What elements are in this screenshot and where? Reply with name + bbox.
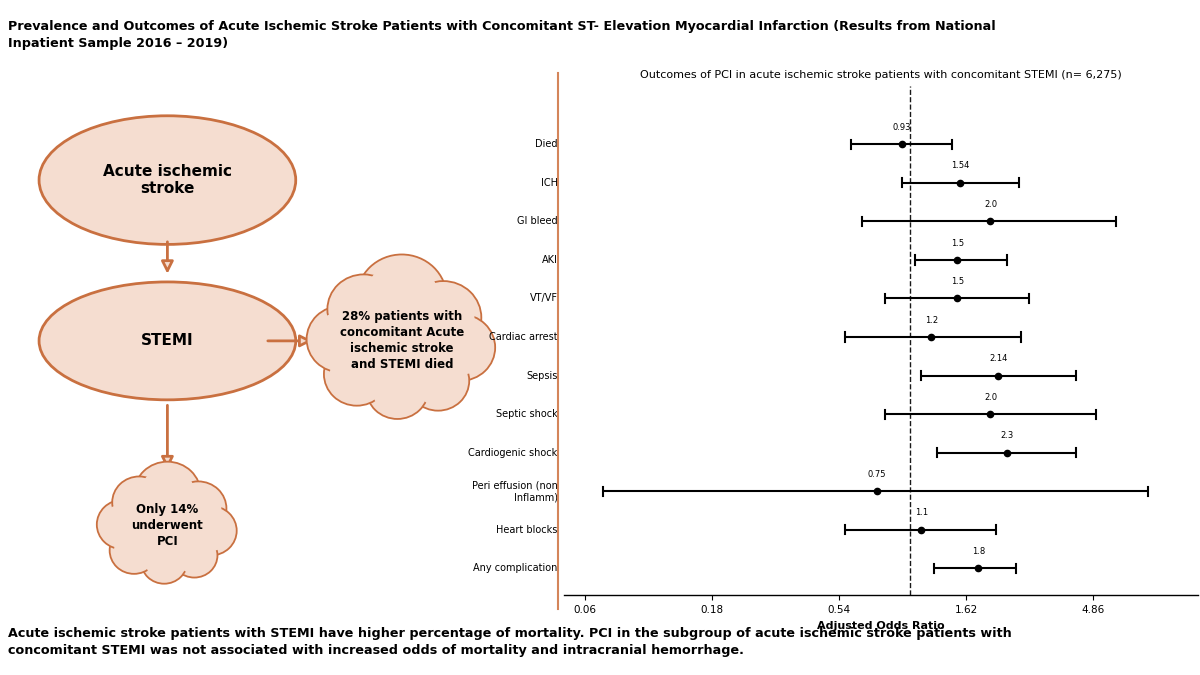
Circle shape [175,486,221,531]
Circle shape [113,477,166,529]
Circle shape [118,481,161,524]
Circle shape [356,254,446,341]
X-axis label: Adjusted Odds Ratio: Adjusted Odds Ratio [817,620,944,630]
Text: 28% patients with
concomitant Acute
ischemic stroke
and STEMI died: 28% patients with concomitant Acute isch… [340,310,464,371]
Circle shape [426,315,496,381]
Circle shape [330,348,384,400]
Circle shape [365,263,439,333]
Circle shape [102,504,144,545]
Ellipse shape [40,116,295,244]
Circle shape [145,543,184,580]
Text: GI bleed: GI bleed [517,217,558,226]
Circle shape [109,527,158,574]
Text: 1.5: 1.5 [950,277,964,286]
Text: Only 14%
underwent
PCI: Only 14% underwent PCI [132,504,203,548]
Text: 1.1: 1.1 [914,508,928,518]
Text: 1.5: 1.5 [950,238,964,248]
Text: 1.54: 1.54 [952,161,970,171]
Text: 0.75: 0.75 [868,470,887,479]
Circle shape [137,496,198,556]
Circle shape [313,312,370,367]
Text: 1.8: 1.8 [972,547,985,556]
Circle shape [185,506,236,556]
Text: Cardiogenic shock: Cardiogenic shock [468,448,558,458]
Text: 2.0: 2.0 [984,200,997,209]
Text: Any complication: Any complication [473,564,558,573]
Circle shape [412,288,474,348]
Circle shape [413,356,463,405]
Circle shape [190,510,232,551]
Circle shape [140,468,194,520]
Circle shape [175,537,214,574]
Circle shape [360,301,443,381]
Circle shape [324,342,390,406]
Circle shape [432,320,488,375]
Circle shape [170,481,227,536]
Text: Sepsis: Sepsis [527,371,558,381]
Text: VT/VF: VT/VF [529,294,558,304]
Circle shape [406,281,481,354]
Circle shape [328,275,400,344]
Text: Acute ischemic stroke patients with STEMI have higher percentage of mortality. P: Acute ischemic stroke patients with STEM… [8,627,1012,657]
Circle shape [172,533,217,578]
Circle shape [134,462,200,526]
Circle shape [334,281,394,338]
Text: Septic shock: Septic shock [496,409,558,419]
Title: Outcomes of PCI in acute ischemic stroke patients with concomitant STEMI (n= 6,2: Outcomes of PCI in acute ischemic stroke… [640,70,1122,80]
Circle shape [142,539,187,584]
Text: Cardiac arrest: Cardiac arrest [490,332,558,342]
Circle shape [366,359,428,419]
Circle shape [114,531,154,570]
Circle shape [372,364,422,414]
Text: 2.14: 2.14 [989,354,1008,363]
Circle shape [307,306,376,373]
Text: Heart blocks: Heart blocks [497,524,558,535]
Text: Acute ischemic
stroke: Acute ischemic stroke [103,164,232,196]
Text: 0.93: 0.93 [893,123,911,132]
Text: 2.0: 2.0 [984,393,997,402]
Text: Died: Died [535,139,558,149]
Text: ICH: ICH [541,178,558,188]
Text: 1.2: 1.2 [925,316,938,325]
Text: STEMI: STEMI [142,333,193,348]
Text: Prevalence and Outcomes of Acute Ischemic Stroke Patients with Concomitant ST- E: Prevalence and Outcomes of Acute Ischemi… [8,20,996,50]
Text: AKI: AKI [541,255,558,265]
Text: 2.3: 2.3 [1000,431,1013,440]
Circle shape [97,500,148,549]
Circle shape [407,351,469,410]
Text: Peri effusion (non
Inflamm): Peri effusion (non Inflamm) [472,481,558,502]
Ellipse shape [40,282,295,400]
